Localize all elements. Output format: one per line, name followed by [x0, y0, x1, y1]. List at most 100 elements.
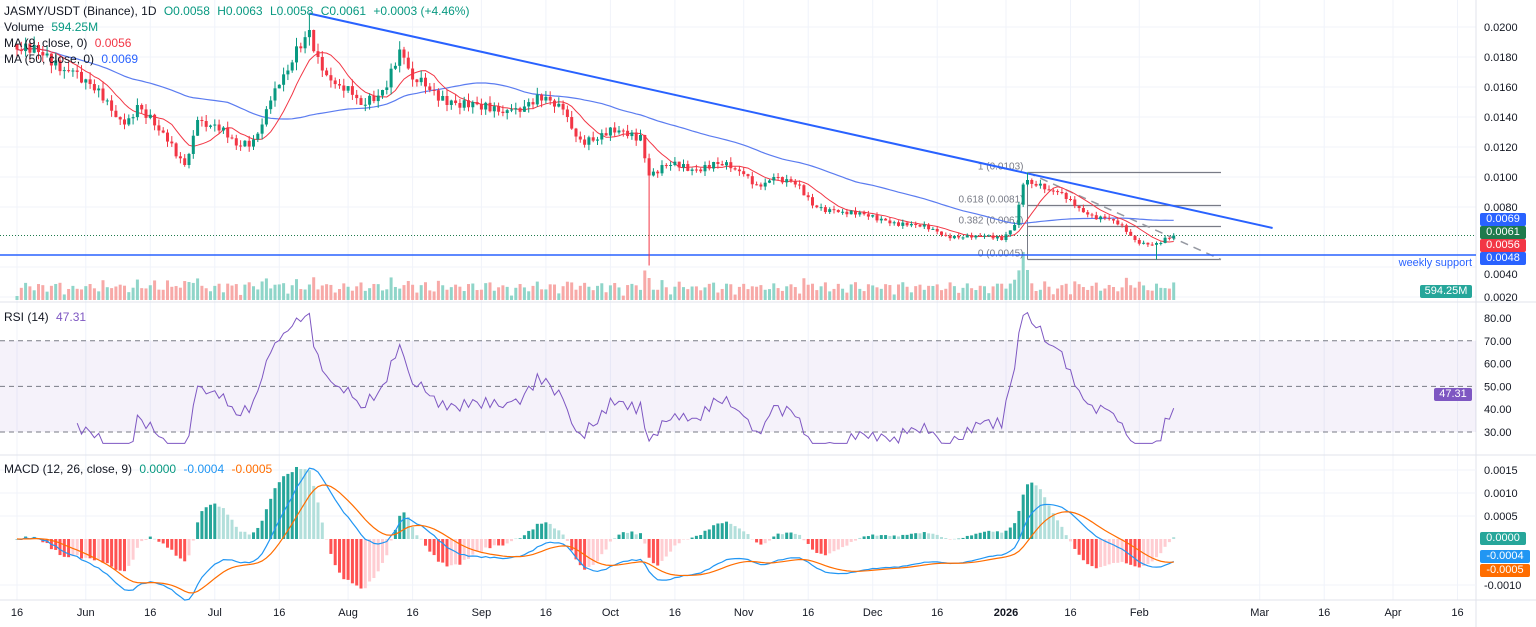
macd-histogram-bar	[1155, 539, 1158, 558]
candle-body	[110, 100, 114, 111]
volume-bar	[484, 283, 488, 300]
volume-bar	[144, 288, 148, 300]
macd-histogram-bar	[1038, 489, 1042, 539]
macd-histogram-bar	[402, 512, 406, 539]
candle-body	[398, 49, 402, 66]
candle-body	[905, 222, 909, 226]
volume-bar	[1034, 291, 1038, 300]
candle-body	[931, 228, 935, 230]
candle-body	[677, 161, 681, 168]
macd-histogram-bar	[424, 539, 427, 546]
volume-bar	[299, 289, 303, 300]
volume-bar	[135, 279, 139, 300]
candle-body	[350, 86, 354, 95]
volume-bar	[273, 284, 277, 300]
volume-bar	[1159, 287, 1163, 300]
macd-histogram-bar	[92, 539, 96, 561]
volume-bar	[256, 289, 260, 300]
volume-bar	[342, 283, 346, 300]
macd-histogram-bar	[596, 539, 599, 562]
macd-histogram-bar	[1167, 539, 1171, 543]
candle-body	[1112, 219, 1115, 221]
macd-histogram-bar	[987, 530, 991, 539]
volume-bar	[841, 288, 845, 300]
y-tick-label: 0.0120	[1484, 142, 1518, 154]
macd-histogram-bar	[608, 539, 612, 542]
ohlc-close: C0.0061	[320, 4, 367, 18]
candle-body	[952, 235, 956, 239]
volume-bar	[802, 278, 806, 300]
volume-bar	[114, 286, 118, 300]
candle-body	[858, 212, 862, 215]
candle-body	[1150, 244, 1154, 246]
candle-body	[376, 95, 380, 102]
candle-body	[793, 181, 797, 185]
candle-body	[355, 94, 359, 99]
macd-histogram-bar	[114, 539, 118, 570]
candle-body	[286, 70, 290, 75]
volume-bar	[217, 283, 221, 300]
macd-tick-label: 0.0010	[1484, 488, 1518, 500]
candle-body	[522, 106, 526, 112]
candle-body	[1021, 184, 1025, 205]
volume-bar	[737, 286, 741, 300]
macd-histogram-bar	[527, 530, 531, 539]
candle-body	[325, 70, 329, 76]
macd-histogram-bar	[406, 517, 410, 539]
volume-bar	[716, 292, 720, 300]
macd-histogram-bar	[299, 469, 303, 539]
macd-histogram-bar	[677, 539, 681, 544]
volume-bar	[131, 287, 135, 300]
volume-bar	[587, 286, 591, 300]
volume-bar	[389, 277, 393, 300]
volume-bar	[531, 285, 535, 300]
volume-bar	[871, 285, 875, 300]
x-tick-label: 2026	[994, 607, 1018, 619]
volume-bar	[970, 288, 974, 300]
candle-body	[290, 62, 294, 71]
candle-body	[1116, 220, 1120, 225]
macd-histogram-bar	[501, 539, 505, 546]
volume-bar	[983, 286, 986, 300]
volume-bar	[720, 288, 724, 300]
x-tick-label: Feb	[1130, 607, 1149, 619]
candle-body	[492, 106, 496, 112]
volume-bar	[385, 289, 389, 300]
macd-histogram-bar	[492, 539, 496, 546]
candle-body	[746, 174, 750, 177]
volume-bar	[854, 282, 857, 300]
macd-histogram-bar	[1034, 485, 1038, 539]
candle-body	[58, 60, 62, 72]
macd-histogram-bar	[166, 539, 169, 548]
macd-histogram-bar	[428, 539, 432, 552]
macd-histogram-bar	[548, 523, 552, 539]
volume-bar	[1172, 282, 1176, 300]
macd-histogram-bar	[828, 539, 832, 554]
macd-histogram-bar	[806, 539, 810, 544]
macd-histogram-bar	[793, 533, 797, 539]
macd-histogram-bar	[544, 522, 548, 539]
macd-histogram-bar	[1112, 539, 1115, 563]
macd-histogram-bar	[1047, 505, 1051, 539]
macd-histogram-bar	[196, 522, 200, 539]
macd-histogram-bar	[518, 538, 522, 539]
descending-trendline	[309, 12, 1273, 229]
volume-bar	[789, 284, 793, 300]
volume-bar	[161, 289, 165, 300]
volume-bar	[1094, 282, 1098, 300]
volume-bar	[922, 289, 926, 300]
candle-body	[144, 109, 148, 118]
candle-body	[527, 102, 531, 107]
volume-bar	[363, 290, 367, 300]
candle-body	[1056, 191, 1060, 193]
candle-body	[372, 95, 376, 102]
candle-body	[183, 158, 187, 165]
volume-bar	[62, 294, 66, 300]
volume-bar	[97, 291, 101, 300]
candle-body	[892, 222, 896, 224]
candle-body	[785, 179, 789, 183]
macd-histogram-bar	[952, 538, 956, 540]
candle-body	[1008, 230, 1012, 235]
macd-histogram-bar	[875, 535, 879, 539]
